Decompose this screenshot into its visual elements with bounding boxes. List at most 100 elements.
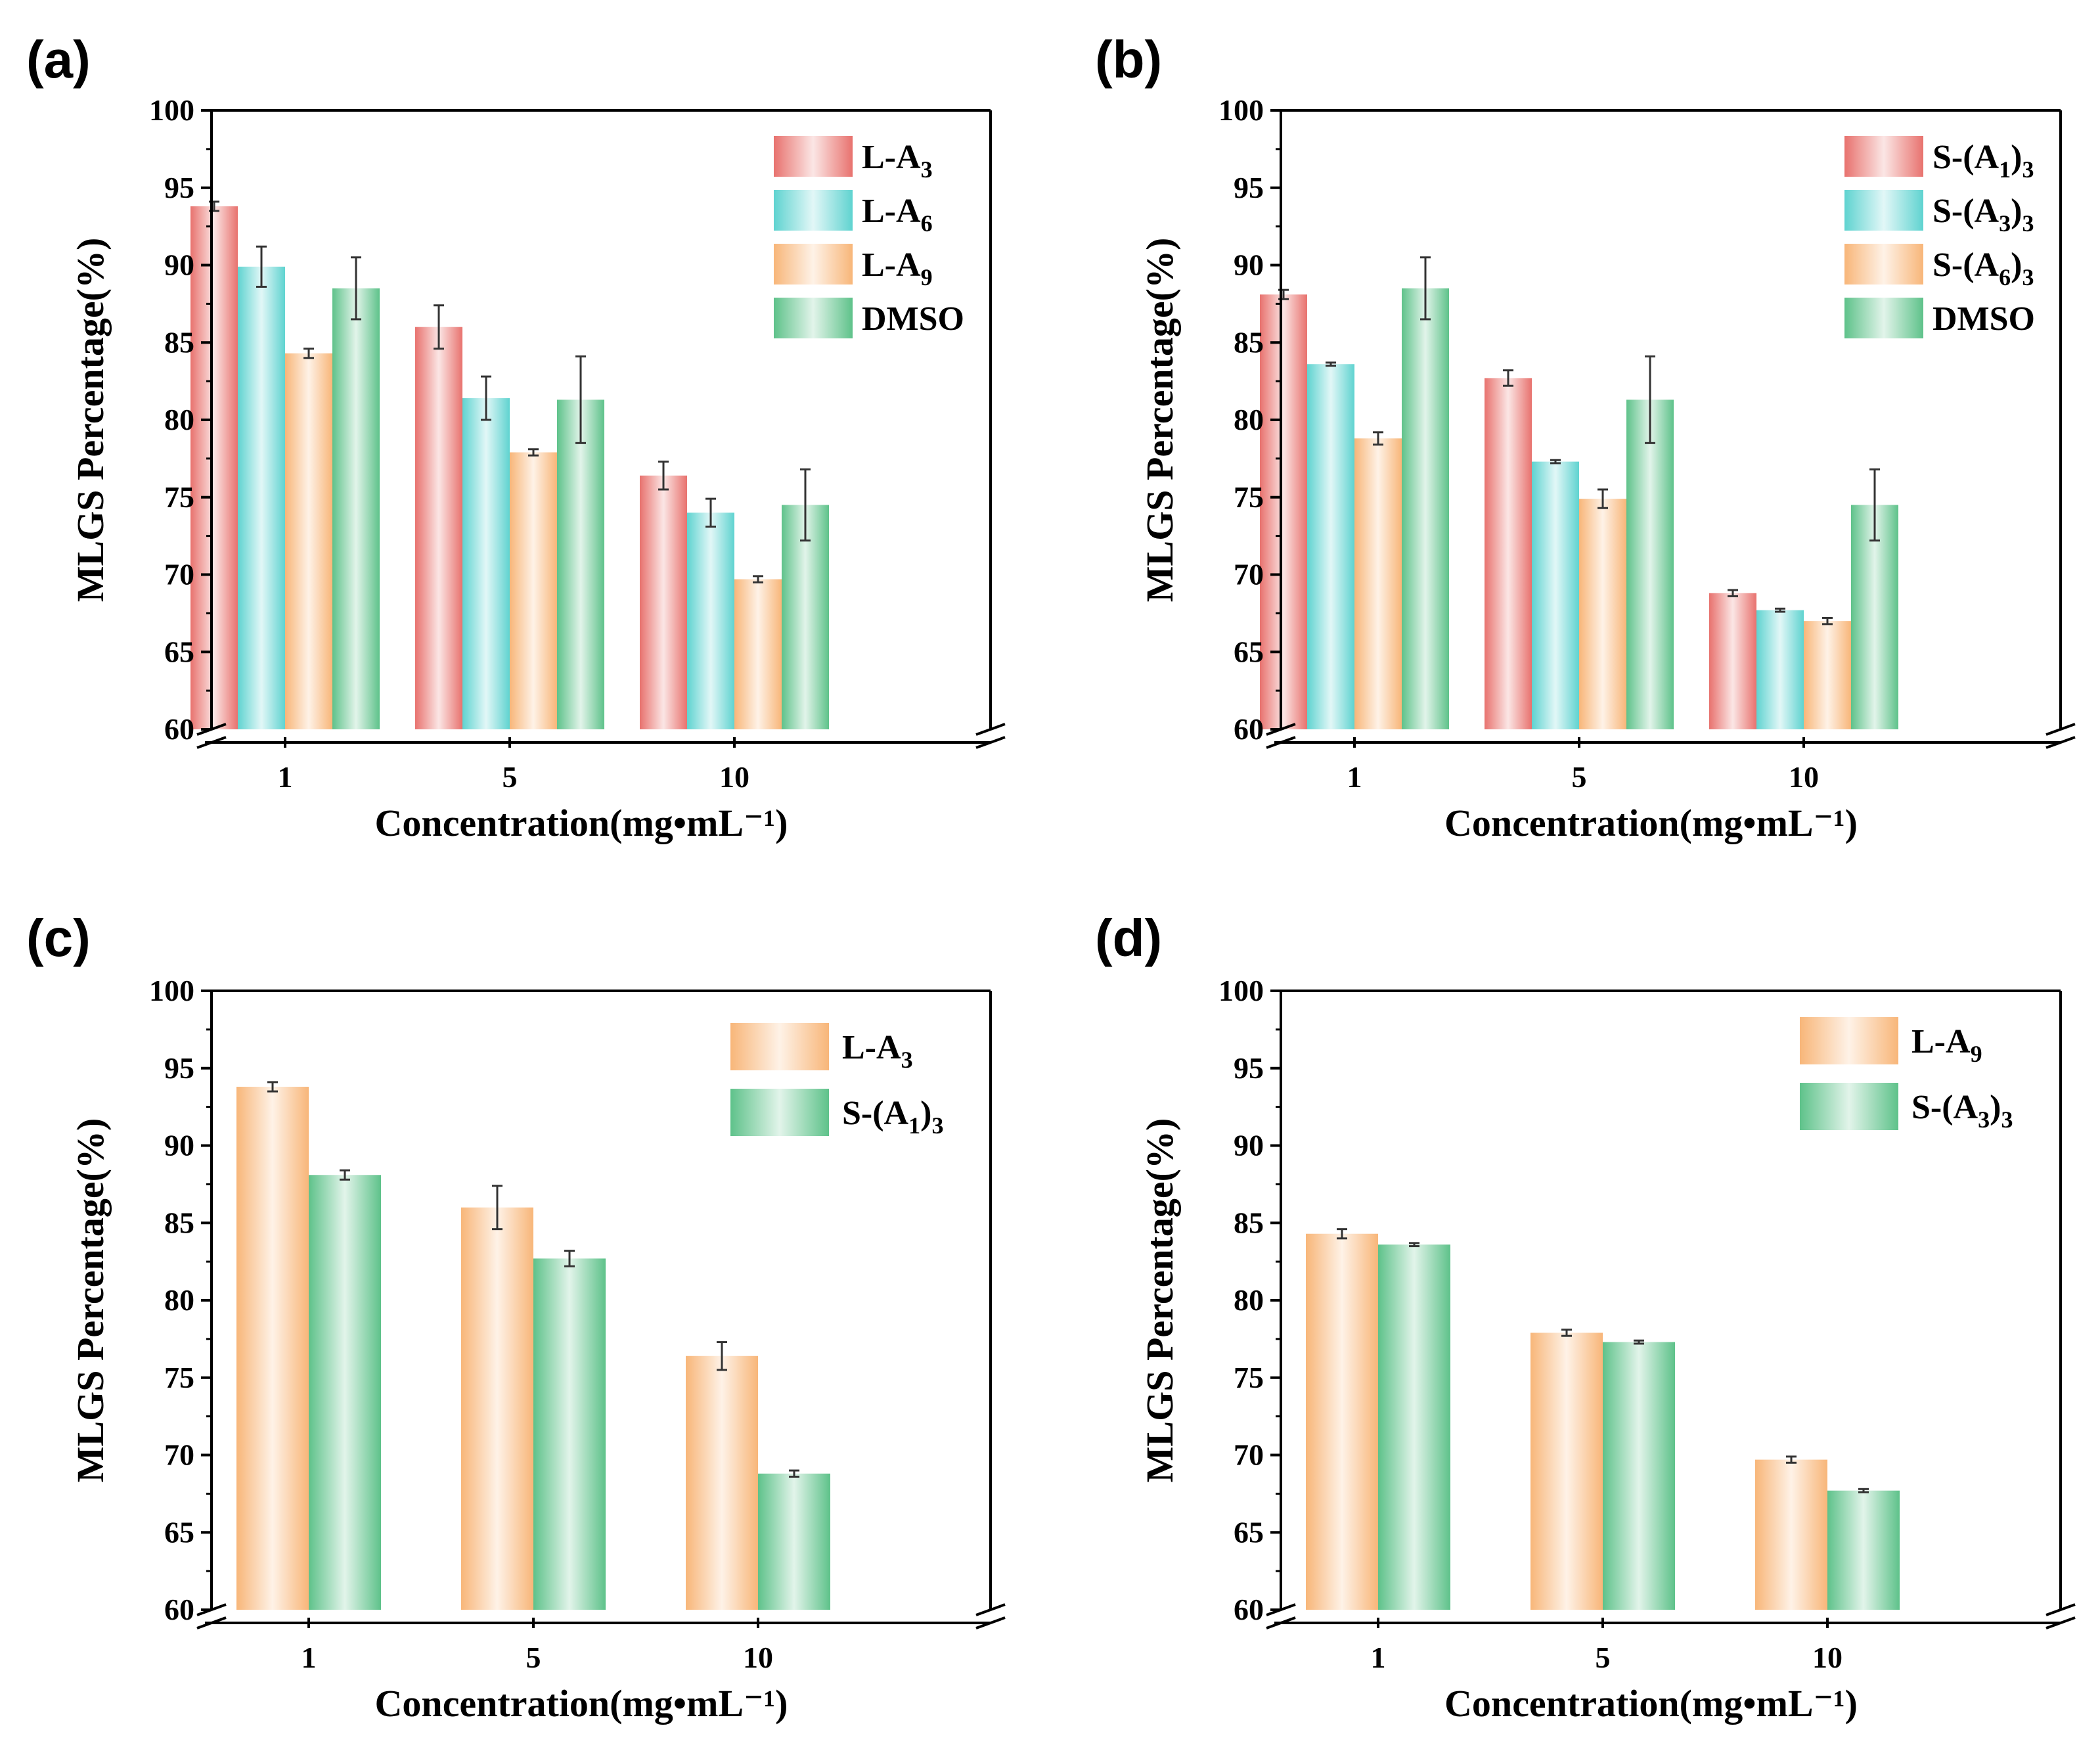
y-tick-label: 70: [164, 1438, 194, 1472]
legend-swatch: [774, 244, 853, 285]
x-tick-label: 5: [1572, 760, 1587, 794]
error-bar: [1420, 256, 1431, 321]
legend-swatch: [730, 1023, 829, 1070]
axes: [1266, 109, 2076, 749]
error-bar: [528, 448, 539, 457]
y-tick-label: 65: [164, 635, 194, 668]
bar-L-A6-1: [238, 266, 285, 730]
panel-label: (b): [1095, 30, 1162, 89]
bar-L-A3-10: [686, 1355, 758, 1610]
y-axis-title: MLGS Percentage(%): [69, 238, 112, 603]
bar-DMSO-10: [1851, 505, 1898, 729]
bar-DMSO-1: [1402, 288, 1449, 729]
legend: L-A9S-(A3)3: [1800, 1017, 2013, 1133]
x-tick-label: 1: [1371, 1641, 1386, 1674]
legend-swatch: [1844, 298, 1923, 338]
error-bar: [1858, 1488, 1869, 1493]
legend-swatch: [1800, 1017, 1898, 1064]
error-bar: [1822, 616, 1833, 626]
legend-swatch: [774, 190, 853, 231]
x-tick-label: 10: [743, 1641, 773, 1674]
x-tick-label: 1: [1347, 760, 1362, 794]
error-bar: [658, 461, 669, 491]
bar-L-A3-1: [190, 206, 238, 729]
legend-label: L-A6: [862, 193, 933, 237]
y-tick-label: 60: [164, 1593, 194, 1626]
axis-break-mark: [975, 723, 1006, 736]
y-axis-title: MLGS Percentage(%): [1138, 1118, 1181, 1483]
bar-L-A9-10: [1755, 1459, 1827, 1610]
panel-label: (d): [1095, 909, 1162, 967]
legend-label: S-(A3)3: [1932, 193, 2034, 237]
legend-label-main: L-A: [862, 193, 921, 230]
x-tick-label: 10: [1789, 760, 1819, 794]
error-bar: [1597, 488, 1608, 509]
x-axis-title: Concentration(mg•mL⁻¹): [1444, 1682, 1858, 1725]
error-bar: [705, 497, 716, 528]
legend-label-subscript: 3: [1978, 1106, 1990, 1133]
legend-label-subscript: 3: [2001, 1106, 2013, 1133]
legend-label-main: L-A: [1911, 1023, 1971, 1060]
legend-label-main: DMSO: [1932, 300, 2035, 338]
bar-DMSO-5: [1626, 399, 1674, 729]
error-bar: [1326, 361, 1336, 367]
y-tick-label: 85: [164, 325, 194, 359]
legend-label-subscript: 3: [1999, 210, 2011, 237]
axis-break-mark: [975, 736, 1006, 749]
legend-label: S-(A1)3: [842, 1095, 943, 1139]
legend-label-subscript: 1: [908, 1112, 920, 1139]
bar-S-(A1)3-1: [1260, 294, 1307, 729]
legend-label-subscript: 3: [921, 156, 933, 183]
legend-swatch: [730, 1089, 829, 1136]
y-tick-label: 90: [164, 1129, 194, 1162]
bar-S-(A6)3-5: [1579, 499, 1626, 729]
error-bar: [1550, 459, 1561, 465]
y-tick-label: 65: [1234, 635, 1264, 668]
y-tick-label: 85: [1234, 1206, 1264, 1239]
legend-swatch: [1844, 190, 1923, 231]
bar-S-(A6)3-10: [1804, 621, 1851, 729]
axis-break-mark: [2045, 736, 2076, 749]
legend-label: L-A9: [862, 246, 933, 290]
x-tick-label: 1: [302, 1641, 317, 1674]
error-bar: [717, 1341, 727, 1371]
legend-label-subscript: 3: [931, 1112, 943, 1139]
error-bar: [1561, 1329, 1572, 1337]
plot-area: 1 5 10 60 65 70 75 80 85 90 95 100 Concentration(mg•…: [1138, 974, 2076, 1725]
error-bar: [492, 1185, 503, 1231]
bar-S-(A3)3-1: [1307, 364, 1354, 729]
legend-label: S-(A6)3: [1932, 246, 2034, 290]
x-axis-title: Concentration(mg•mL⁻¹): [375, 1682, 788, 1725]
legend-label-tail: ): [2011, 193, 2022, 230]
error-bar: [256, 245, 267, 288]
legend-label-main: S-(A: [1932, 139, 1999, 176]
bar-L-A6-5: [462, 398, 510, 729]
bar-L-A9-5: [1530, 1332, 1603, 1610]
legend-label: L-A9: [1911, 1023, 1982, 1067]
bar-DMSO-5: [557, 399, 604, 729]
legend-label-tail: ): [920, 1095, 931, 1132]
legend: L-A3S-(A1)3: [730, 1023, 943, 1139]
bar-L-A3-5: [415, 327, 462, 729]
legend-label: DMSO: [862, 300, 964, 338]
bar-S-(A6)3-1: [1354, 438, 1402, 729]
legend-swatch: [1844, 244, 1923, 285]
axis-break-mark: [196, 736, 227, 749]
legend-label-main: S-(A: [1932, 246, 1999, 284]
legend-label-subscript: 9: [1971, 1041, 1982, 1067]
axis-break-mark: [2045, 1616, 2076, 1629]
error-bar: [1634, 1339, 1644, 1345]
y-tick-label: 80: [1234, 1283, 1264, 1317]
legend-label-subscript: 3: [2022, 210, 2034, 237]
y-tick-label: 90: [1234, 248, 1264, 282]
y-tick-label: 60: [1234, 712, 1264, 746]
x-tick-label: 10: [719, 760, 749, 794]
x-tick-label: 5: [526, 1641, 541, 1674]
x-tick-label: 5: [1596, 1641, 1611, 1674]
bar-S-(A1)3-10: [758, 1473, 830, 1610]
legend-label-main: L-A: [862, 139, 921, 176]
error-bar: [575, 355, 586, 444]
y-tick-label: 90: [164, 248, 194, 282]
